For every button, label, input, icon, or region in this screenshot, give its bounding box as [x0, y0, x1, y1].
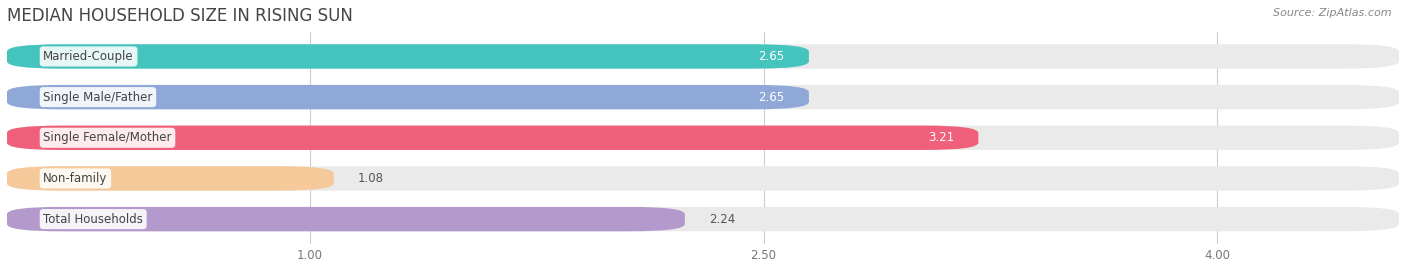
FancyBboxPatch shape [7, 85, 1399, 109]
FancyBboxPatch shape [7, 44, 1399, 69]
FancyBboxPatch shape [7, 166, 1399, 191]
Text: Single Male/Father: Single Male/Father [44, 91, 153, 104]
Text: Married-Couple: Married-Couple [44, 50, 134, 63]
Text: 2.24: 2.24 [709, 213, 735, 226]
Text: Total Households: Total Households [44, 213, 143, 226]
Text: Single Female/Mother: Single Female/Mother [44, 131, 172, 144]
FancyBboxPatch shape [7, 44, 808, 69]
FancyBboxPatch shape [7, 207, 1399, 231]
Text: 2.65: 2.65 [759, 50, 785, 63]
Text: 2.65: 2.65 [759, 91, 785, 104]
FancyBboxPatch shape [7, 126, 1399, 150]
Text: 1.08: 1.08 [359, 172, 384, 185]
Text: Source: ZipAtlas.com: Source: ZipAtlas.com [1274, 8, 1392, 18]
FancyBboxPatch shape [7, 207, 685, 231]
FancyBboxPatch shape [7, 85, 808, 109]
FancyBboxPatch shape [7, 166, 333, 191]
Text: MEDIAN HOUSEHOLD SIZE IN RISING SUN: MEDIAN HOUSEHOLD SIZE IN RISING SUN [7, 7, 353, 25]
FancyBboxPatch shape [7, 126, 979, 150]
Text: Non-family: Non-family [44, 172, 108, 185]
Text: 3.21: 3.21 [928, 131, 955, 144]
